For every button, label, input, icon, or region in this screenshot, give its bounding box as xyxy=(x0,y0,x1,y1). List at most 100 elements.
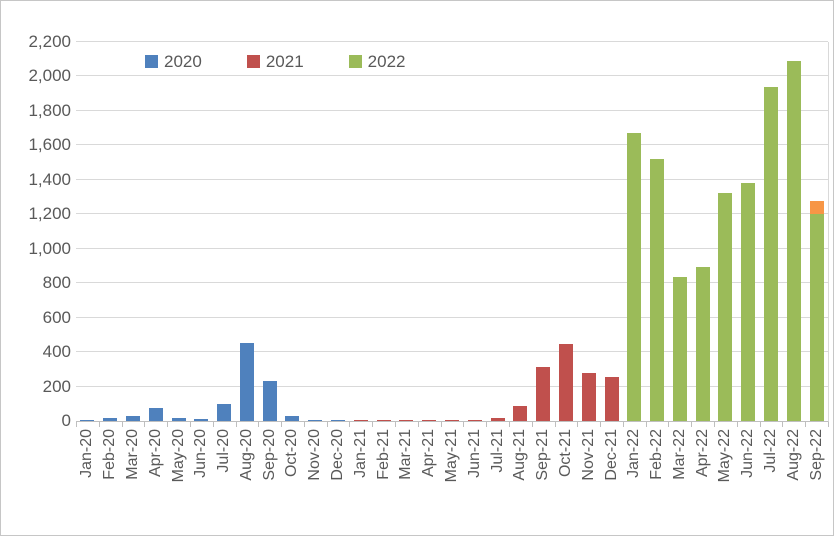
x-label-slot: Mar-20 xyxy=(122,429,145,529)
x-label-slot: Apr-20 xyxy=(144,429,167,529)
x-label-slot: Mar-22 xyxy=(668,429,691,529)
bar-apr-22[interactable] xyxy=(695,266,710,421)
bar-jul-20[interactable] xyxy=(217,403,232,421)
y-tick-label: 1,800 xyxy=(28,100,71,120)
x-label-slot: May-22 xyxy=(714,429,737,529)
bar-dec-20[interactable] xyxy=(331,419,346,421)
legend-label: 2020 xyxy=(164,52,202,71)
gridline xyxy=(76,316,828,318)
legend-item-2021[interactable]: 2021 xyxy=(246,53,304,70)
x-tick-label: May-20 xyxy=(169,429,187,483)
legend-item-2022[interactable]: 2022 xyxy=(348,52,406,71)
bar-apr-21[interactable] xyxy=(422,419,437,421)
x-tick xyxy=(258,422,259,427)
x-tick xyxy=(76,422,77,427)
x-label-slot: Jun-21 xyxy=(463,429,486,529)
x-tick xyxy=(349,422,350,427)
bar-jan-20[interactable] xyxy=(80,420,95,421)
plot-area xyxy=(76,41,829,422)
x-tick-label: Jun-20 xyxy=(192,429,210,478)
x-tick-label: Sep-21 xyxy=(534,429,552,481)
x-label-slot: Nov-20 xyxy=(304,429,327,529)
y-tick-label: 1,000 xyxy=(28,238,71,258)
x-label-slot: Oct-21 xyxy=(555,429,578,529)
x-tick-label: Oct-20 xyxy=(283,429,301,478)
bar-jun-20[interactable] xyxy=(194,418,209,421)
bar-jul-22[interactable] xyxy=(764,86,779,421)
x-tick-label: Sep-22 xyxy=(807,429,825,481)
bar-sep-22[interactable] xyxy=(809,214,824,421)
bar-feb-21[interactable] xyxy=(376,419,391,421)
x-tick xyxy=(577,422,578,427)
bar-aug-22[interactable] xyxy=(786,60,801,421)
x-label-slot: Sep-21 xyxy=(532,429,555,529)
bar-jan-21[interactable] xyxy=(353,420,368,421)
legend-swatch-icon xyxy=(348,55,362,68)
x-tick xyxy=(236,422,237,427)
x-axis xyxy=(76,421,829,428)
x-tick xyxy=(327,422,328,427)
bar-oct-21[interactable] xyxy=(558,344,573,421)
x-tick-label: Feb-20 xyxy=(101,429,119,480)
x-tick-label: Jun-22 xyxy=(739,429,757,478)
x-tick xyxy=(190,422,191,427)
x-tick xyxy=(144,422,145,427)
bar-jul-21[interactable] xyxy=(490,417,505,421)
bar-oct-20[interactable] xyxy=(285,415,300,421)
bar-may-21[interactable] xyxy=(445,420,459,421)
x-tick xyxy=(805,422,806,427)
bar-jan-22[interactable] xyxy=(627,133,642,421)
gridline xyxy=(76,109,828,111)
x-label-slot: Feb-21 xyxy=(372,429,395,529)
x-tick-label: Jul-22 xyxy=(762,429,780,473)
bar-apr-20[interactable] xyxy=(148,408,163,421)
x-tick xyxy=(737,422,738,427)
bar-sep-21[interactable] xyxy=(536,366,551,421)
bar-jun-21[interactable] xyxy=(467,420,482,421)
bar-sep-20[interactable] xyxy=(262,380,277,421)
x-label-slot: Dec-20 xyxy=(327,429,350,529)
y-tick-label: 200 xyxy=(42,376,71,396)
x-tick-label: Feb-21 xyxy=(374,429,392,480)
bar-may-20[interactable] xyxy=(171,418,186,421)
bar-may-22[interactable] xyxy=(718,192,733,421)
x-tick xyxy=(760,422,761,427)
gridline xyxy=(76,282,828,284)
x-tick xyxy=(486,422,487,427)
gridline xyxy=(76,247,828,249)
x-tick xyxy=(372,422,373,427)
bar-dec-21[interactable] xyxy=(604,376,619,421)
x-label-slot: May-20 xyxy=(167,429,190,529)
x-label-slot: Jan-21 xyxy=(349,429,372,529)
gridline xyxy=(76,351,828,353)
x-tick-label: Jul-20 xyxy=(215,429,233,473)
x-tick-label: Aug-22 xyxy=(784,429,802,481)
x-label-slot: Jun-22 xyxy=(737,429,760,529)
x-tick-label: Dec-21 xyxy=(602,429,620,481)
x-tick-label: Jan-20 xyxy=(78,429,96,478)
bar-feb-20[interactable] xyxy=(103,418,118,421)
bar-mar-22[interactable] xyxy=(672,277,687,421)
x-tick xyxy=(714,422,715,427)
bar-aug-20[interactable] xyxy=(239,343,254,421)
x-tick-label: Dec-20 xyxy=(329,429,347,481)
bar-aug-21[interactable] xyxy=(513,405,528,421)
x-tick xyxy=(99,422,100,427)
x-tick-label: Jan-22 xyxy=(625,429,643,478)
x-tick xyxy=(213,422,214,427)
bar-feb-22[interactable] xyxy=(650,159,665,421)
bar-sep-22-top-segment[interactable] xyxy=(809,200,824,215)
bar-nov-20[interactable] xyxy=(308,419,323,421)
x-label-slot: Mar-21 xyxy=(395,429,418,529)
x-label-slot: Aug-22 xyxy=(782,429,805,529)
bar-mar-20[interactable] xyxy=(125,415,140,421)
x-tick xyxy=(555,422,556,427)
legend-label: 2022 xyxy=(367,52,406,71)
bar-nov-21[interactable] xyxy=(581,372,596,421)
x-label-slot: May-21 xyxy=(441,429,464,529)
x-label-slot: Dec-21 xyxy=(600,429,623,529)
legend-item-2020[interactable]: 2020 xyxy=(145,53,202,70)
bar-jun-22[interactable] xyxy=(741,183,756,421)
x-tick-label: Apr-21 xyxy=(420,429,438,478)
bar-mar-21[interactable] xyxy=(399,420,414,421)
